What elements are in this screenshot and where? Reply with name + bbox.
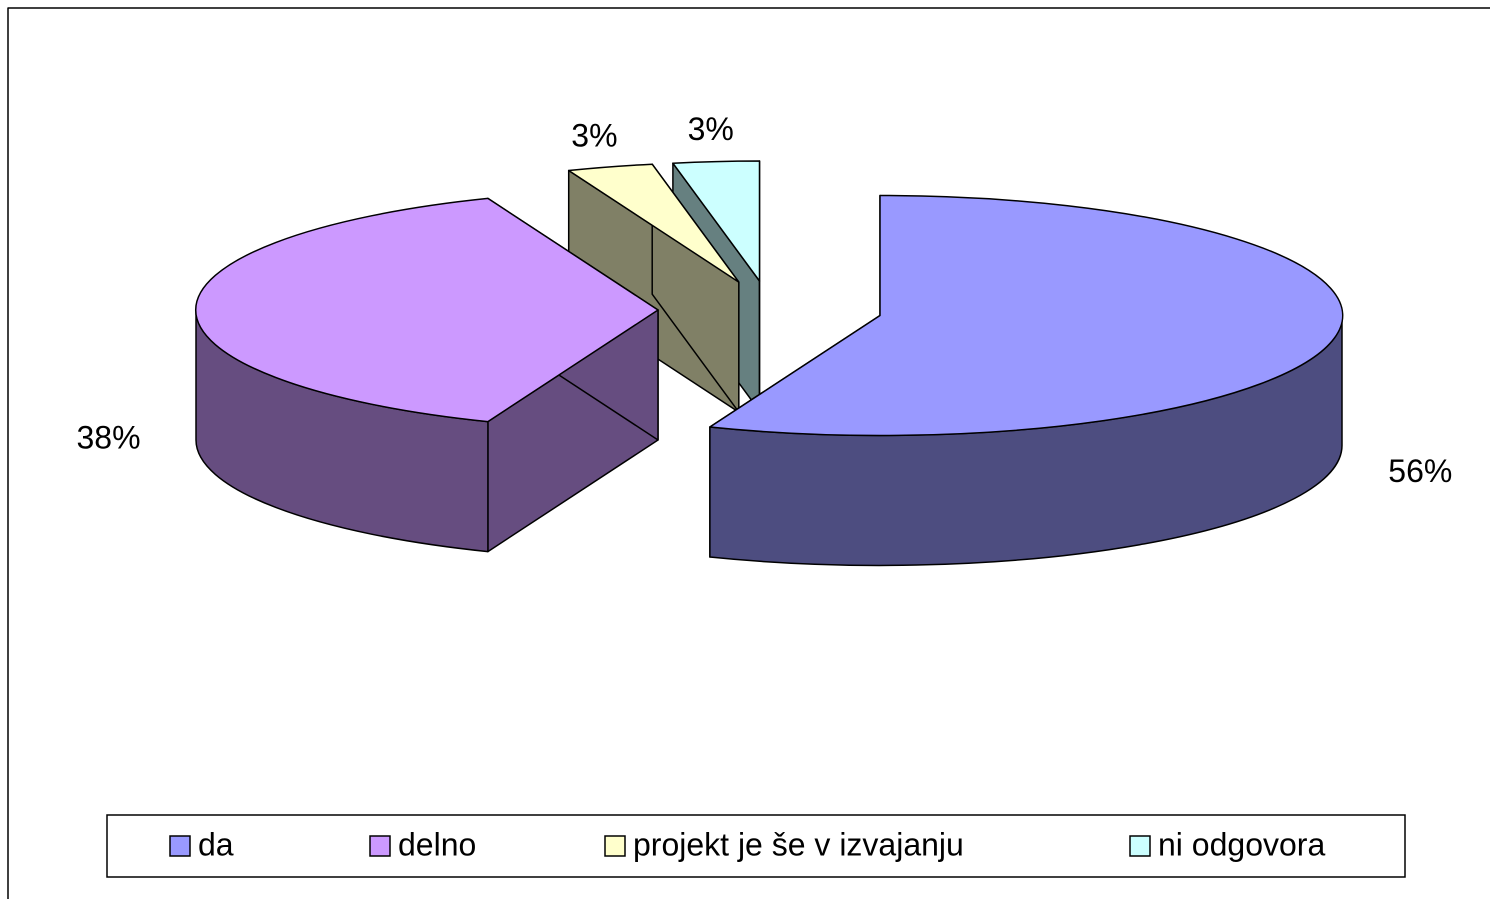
legend-label: projekt je še v izvajanju bbox=[633, 826, 964, 862]
legend-label: delno bbox=[398, 826, 476, 862]
pie-slice bbox=[709, 194, 1344, 567]
data-label: 38% bbox=[77, 419, 141, 455]
slice-top bbox=[672, 160, 761, 282]
pie-slice bbox=[567, 163, 740, 413]
legend-label: da bbox=[198, 826, 234, 862]
legend-swatch bbox=[169, 835, 191, 857]
legend-swatch bbox=[1129, 835, 1151, 857]
legend-swatch bbox=[604, 835, 626, 857]
slice-top bbox=[567, 163, 740, 283]
legend-label: ni odgovora bbox=[1158, 826, 1325, 862]
slice-top bbox=[194, 197, 659, 423]
slice-top bbox=[709, 194, 1344, 437]
pie-slice bbox=[194, 197, 659, 553]
chart-frame bbox=[7, 7, 1490, 899]
data-label: 3% bbox=[688, 111, 734, 147]
legend-box bbox=[106, 814, 1406, 878]
data-label: 56% bbox=[1388, 453, 1452, 489]
legend-swatch bbox=[369, 835, 391, 857]
data-label: 3% bbox=[571, 117, 617, 153]
